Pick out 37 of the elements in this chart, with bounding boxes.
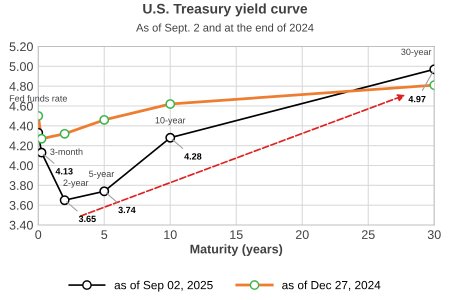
annotation: 10-year <box>156 117 186 126</box>
x-tick-label: 30 <box>428 230 441 240</box>
y-tick-label: 4.80 <box>9 82 33 91</box>
x-tick-label: 25 <box>362 230 375 240</box>
data-label: 3.74 <box>118 206 136 214</box>
x-tick-label: 10 <box>164 230 177 240</box>
data-label: 4.13 <box>56 168 73 174</box>
y-tick-label: 4.40 <box>9 122 33 130</box>
y-tick-label: 5.00 <box>10 62 33 71</box>
x-tick-label: 15 <box>230 230 243 240</box>
y-tick-label: 3.40 <box>10 220 33 230</box>
annotation: 3-month <box>50 148 82 155</box>
x-tick-label: 5 <box>101 230 108 240</box>
x-tick-label: 20 <box>296 230 309 240</box>
legend-label: as of Dec 27, 2024 <box>282 280 380 291</box>
point <box>99 186 110 196</box>
point <box>60 195 70 206</box>
data-label: 4.28 <box>184 153 202 160</box>
legend-label: as of Sep 02, 2025 <box>114 280 213 292</box>
data-label: 3.65 <box>78 216 96 222</box>
x-axis-title: Maturity (years) <box>190 244 282 256</box>
y-tick-label: 4.60 <box>9 102 33 111</box>
data-label: 4.97 <box>408 96 426 102</box>
annotation: Fed funds rate <box>10 95 67 102</box>
x-tick-label: 0 <box>35 230 42 240</box>
y-tick-label: 3.60 <box>10 200 33 210</box>
point <box>38 148 46 158</box>
chart-title: U.S. Treasury yield curve <box>143 3 308 16</box>
annotation: 5-year <box>89 170 114 179</box>
annotation: 2-year <box>63 180 88 188</box>
annotation: 30-year <box>401 48 432 57</box>
chart-subtitle: As of Sept. 2 and at the end of 2024 <box>136 23 314 34</box>
y-tick-label: 3.80 <box>10 181 33 190</box>
point <box>165 132 176 143</box>
y-tick-label: 4.20 <box>9 141 33 150</box>
y-tick-label: 4.00 <box>9 161 33 170</box>
y-tick-label: 5.20 <box>10 42 33 52</box>
